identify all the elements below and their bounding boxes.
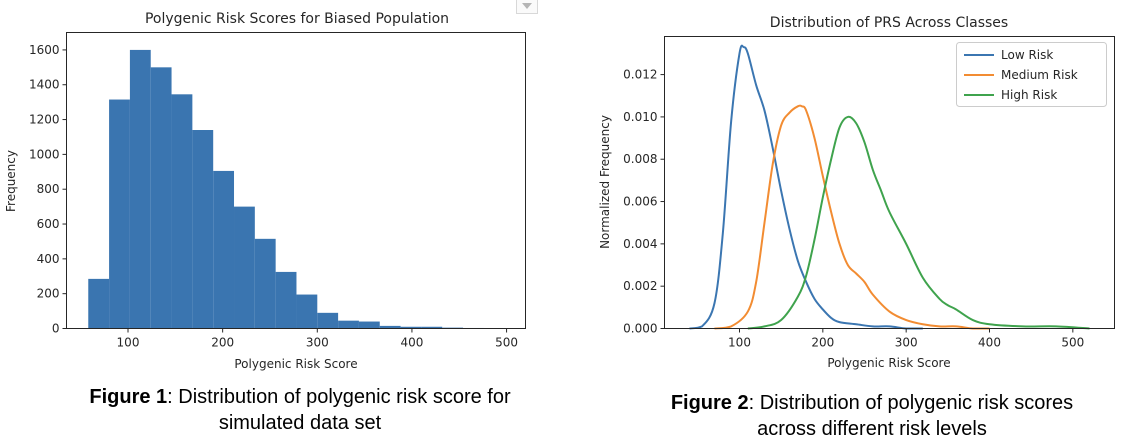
histogram-bar	[254, 238, 276, 329]
y-tick-label: 1400	[29, 78, 60, 92]
x-tick-label: 200	[811, 336, 834, 350]
chevron-down-icon	[522, 3, 532, 9]
histogram-bar	[129, 49, 151, 329]
histogram-bar	[379, 325, 401, 329]
y-tick-label: 0.006	[623, 195, 657, 209]
figure1-caption-line2: simulated data set	[218, 412, 382, 434]
figure2-caption: Figure 2: Distribution of polygenic risk…	[612, 390, 1132, 442]
histogram-bar	[338, 320, 359, 329]
figure1-caption-label: Figure 1	[89, 386, 168, 408]
density-chart: Distribution of PRS Across Classes 100 20…	[598, 15, 1115, 370]
x-tick-label: 500	[1061, 336, 1084, 350]
x-tick-label: 300	[306, 336, 329, 350]
chart2-y-ticks: 0.000 0.002 0.004 0.006 0.008 0.010 0.012	[623, 68, 665, 336]
histogram-bar	[213, 170, 235, 329]
histogram-bar	[234, 206, 255, 329]
y-tick-label: 0.002	[623, 279, 657, 293]
chart2-legend: Low Risk Medium Risk High Risk	[956, 42, 1107, 107]
y-tick-label: 1000	[29, 147, 60, 161]
y-tick-label: 600	[37, 217, 60, 231]
y-tick-label: 200	[37, 287, 60, 301]
figure2-caption-label: Figure 2	[670, 392, 749, 414]
chart2-x-axis-label: Polygenic Risk Score	[827, 356, 950, 370]
chart1-x-axis-label: Polygenic Risk Score	[234, 357, 357, 371]
histogram-bar	[275, 271, 297, 329]
histogram-bar	[296, 294, 318, 329]
chart2-lines	[689, 44, 1090, 330]
histogram-bar	[171, 94, 193, 329]
x-tick-label: 200	[211, 336, 234, 350]
density-line-medium-risk	[714, 104, 990, 330]
chart2-y-axis-label: Normalized Frequency	[598, 115, 612, 249]
chart1-y-axis-label: Frequency	[4, 150, 18, 212]
histogram-bar	[400, 326, 422, 329]
y-tick-label: 0	[52, 322, 60, 336]
x-tick-label: 300	[895, 336, 918, 350]
x-tick-label: 100	[117, 336, 140, 350]
y-tick-label: 1200	[29, 113, 60, 127]
x-tick-label: 100	[728, 336, 751, 350]
x-tick-label: 500	[495, 336, 518, 350]
density-line-low-risk	[689, 44, 923, 330]
y-tick-label: 0.012	[623, 68, 657, 82]
figure1-caption: Figure 1: Distribution of polygenic risk…	[40, 384, 560, 436]
chart2-title: Distribution of PRS Across Classes	[770, 15, 1008, 31]
density-line-high-risk	[747, 115, 1090, 330]
histogram-bar	[358, 321, 380, 329]
figure2-caption-text: : Distribution of polygenic risk scores	[748, 392, 1074, 414]
chart1-bars	[88, 49, 505, 329]
figure2-caption-line2: across different risk levels	[757, 418, 987, 440]
legend-box	[956, 42, 1107, 107]
histogram-bar	[192, 130, 214, 329]
histogram-chart: Polygenic Risk Scores for Biased Populat…	[4, 11, 526, 371]
scroll-down-control[interactable]	[516, 0, 538, 14]
chart1-x-ticks: 100 200 300 400 500	[117, 328, 518, 350]
y-tick-label: 0.010	[623, 110, 657, 124]
y-tick-label: 0.000	[623, 322, 657, 336]
histogram-bar	[317, 312, 339, 329]
histogram-bar	[150, 67, 172, 329]
chart2-x-ticks: 100 200 300 400 500	[728, 328, 1084, 350]
legend-label: Low Risk	[1001, 48, 1053, 62]
histogram-bar	[421, 326, 443, 329]
figure1-caption-text: : Distribution of polygenic risk score f…	[167, 386, 511, 408]
histogram-bar	[109, 99, 130, 329]
y-tick-label: 0.004	[623, 237, 657, 251]
chart1-y-ticks: 0 200 400 600 800 1000 1200 1400 1600	[29, 43, 67, 336]
chart1-axes-frame	[66, 32, 526, 329]
chart2-axes-frame	[664, 36, 1115, 329]
y-tick-label: 800	[37, 182, 60, 196]
x-tick-label: 400	[978, 336, 1001, 350]
y-tick-label: 1600	[29, 43, 60, 57]
y-tick-label: 0.008	[623, 152, 657, 166]
y-tick-label: 400	[37, 252, 60, 266]
histogram-bar	[88, 278, 110, 329]
chart1-title: Polygenic Risk Scores for Biased Populat…	[145, 11, 449, 27]
legend-label: High Risk	[1001, 88, 1057, 102]
legend-label: Medium Risk	[1001, 68, 1078, 82]
x-tick-label: 400	[400, 336, 423, 350]
